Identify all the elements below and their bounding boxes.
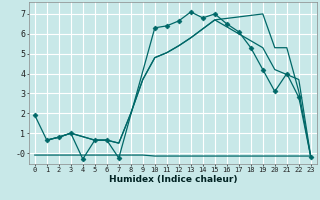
X-axis label: Humidex (Indice chaleur): Humidex (Indice chaleur) [108, 175, 237, 184]
